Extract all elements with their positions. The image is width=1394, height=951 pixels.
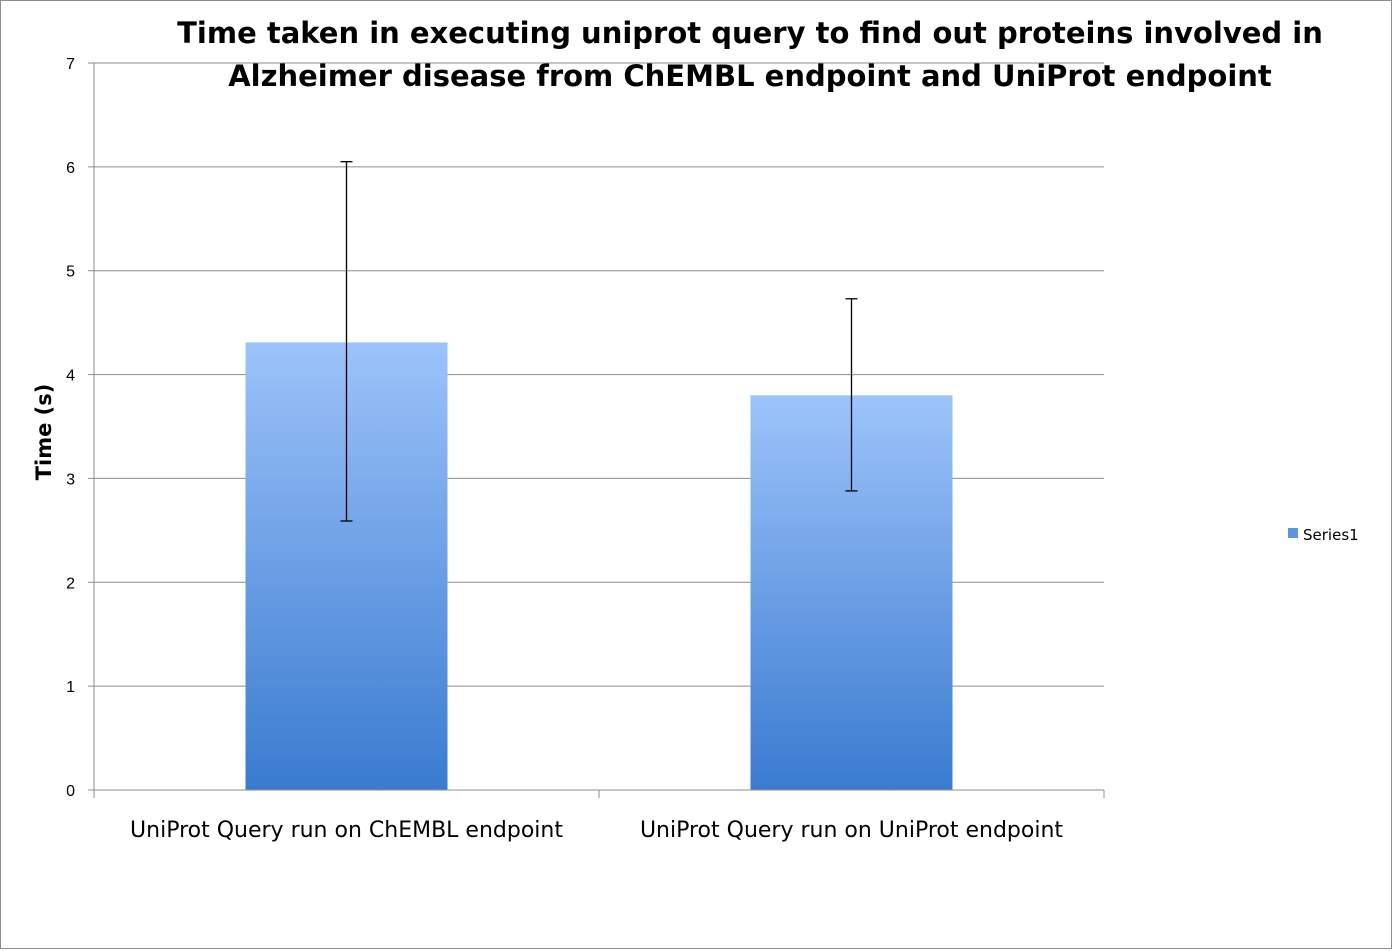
y-tick-label: 7 bbox=[66, 56, 75, 73]
x-category-label: UniProt Query run on ChEMBL endpoint bbox=[130, 818, 563, 843]
y-axis-label: Time (s) bbox=[32, 384, 56, 481]
legend-swatch bbox=[1288, 528, 1298, 538]
chart-title-line-2: Alzheimer disease from ChEMBL endpoint a… bbox=[228, 59, 1272, 93]
x-category-label: UniProt Query run on UniProt endpoint bbox=[640, 818, 1063, 843]
axes bbox=[88, 62, 1105, 798]
y-tick-label: 4 bbox=[66, 368, 75, 385]
bars bbox=[245, 342, 953, 790]
legend-label-series1: Series1 bbox=[1303, 526, 1359, 544]
y-tick-label: 5 bbox=[66, 264, 75, 281]
axis-labels: 0 1 2 3 4 5 6 7 UniProt Query run on ChEMBL endp… bbox=[66, 56, 1063, 843]
y-tick-label: 0 bbox=[66, 783, 75, 800]
y-tick-label: 2 bbox=[66, 575, 75, 592]
y-tick-label: 1 bbox=[66, 679, 75, 696]
error-bars bbox=[340, 161, 858, 522]
y-tick-label: 3 bbox=[66, 471, 75, 488]
y-tick-label: 6 bbox=[66, 160, 75, 177]
chart-title-line-1: Time taken in executing uniprot query to… bbox=[177, 16, 1323, 50]
